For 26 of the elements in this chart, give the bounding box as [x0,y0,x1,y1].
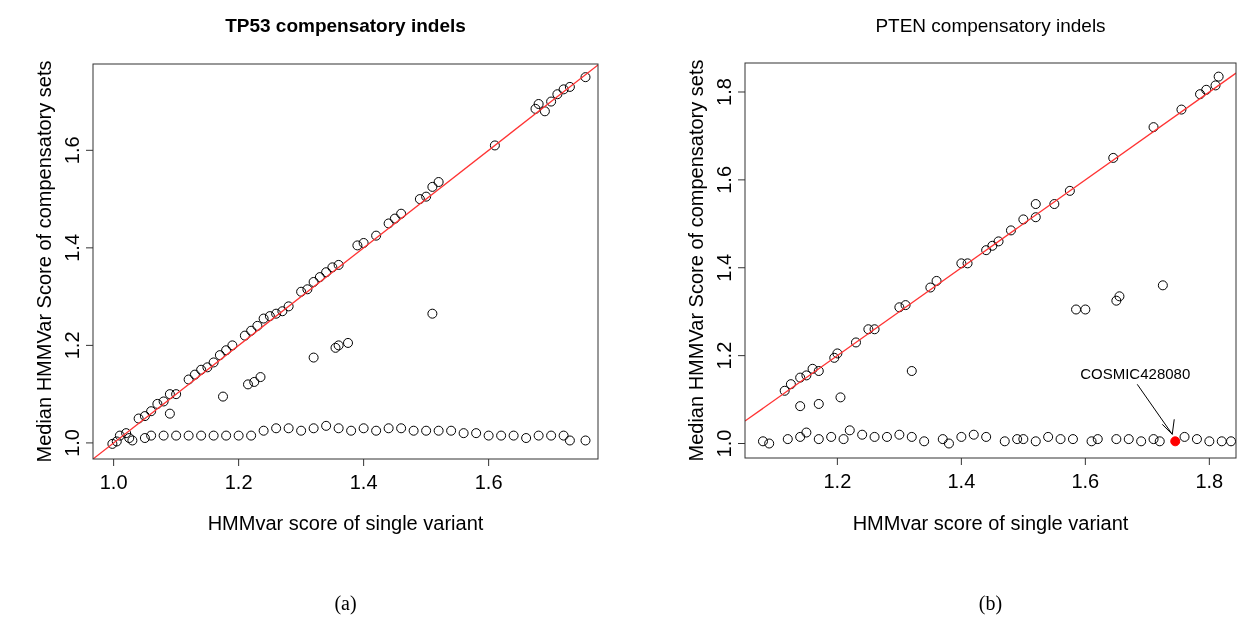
text: (a) [334,592,357,615]
x-tick-label: 1.8 [1195,470,1224,492]
y-tick-label: 1.2 [713,341,735,370]
y-tick-label: 1.6 [713,165,735,194]
x-tick-label: 1.6 [1071,470,1100,492]
x-tick-label: 1.2 [823,470,852,492]
annotation: COSMIC428080 [1080,365,1191,383]
y-tick-label: 1.2 [61,331,83,360]
x-tick-label: 1.0 [99,471,128,493]
y-tick-label: 1.0 [713,429,735,458]
x-tick-label: 1.2 [224,471,253,493]
chart-title: PTEN compensatory indels [875,15,1106,36]
y-tick-label: 1.4 [61,233,83,262]
y-tick-label: 1.0 [61,429,83,457]
x-tick-label: 1.6 [474,471,503,493]
y-tick-label: 1.4 [713,253,735,282]
y-tick-label: 1.8 [713,78,735,106]
x-axis-title: HMMvar score of single variant [207,512,484,534]
x-tick-label: 1.4 [947,470,976,492]
text: (b) [978,592,1003,615]
y-axis-title: Median HMMVar Score of compensatory sets [33,60,55,463]
x-tick-label: 1.4 [349,471,378,493]
y-tick-label: 1.6 [61,136,83,165]
x-axis-title: HMMvar score of single variant [852,512,1129,534]
chart-title: TP53 compensatory indels [225,15,466,36]
y-axis-title: Median HMMVar Score of compensatory sets [685,59,707,462]
